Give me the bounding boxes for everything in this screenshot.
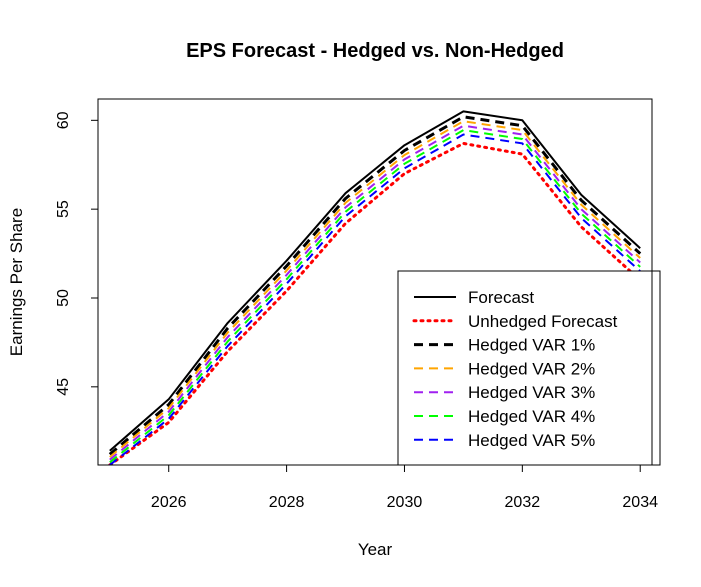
x-tick-label: 2034 (622, 494, 658, 511)
chart-title: EPS Forecast - Hedged vs. Non-Hedged (186, 40, 564, 62)
series-line-4 (109, 124, 641, 461)
y-tick-label: 45 (55, 378, 72, 396)
series-line-2 (108, 115, 642, 456)
series-line-1 (108, 141, 642, 465)
x-axis-label: Year (358, 540, 393, 559)
y-axis-label: Earnings Per Share (7, 208, 26, 356)
legend-label: Hedged VAR 1% (468, 336, 595, 355)
legend-label: Forecast (468, 288, 534, 307)
legend-label: Hedged VAR 2% (468, 359, 595, 378)
series-line-5 (109, 129, 641, 464)
legend: Forecast Unhedged Forecast Hedged VAR 1% He… (397, 270, 661, 466)
legend-label: Hedged VAR 5% (468, 431, 595, 450)
y-tick-label: 50 (55, 289, 72, 307)
y-tick-label: 60 (55, 111, 72, 129)
x-tick-label: 2026 (151, 494, 187, 511)
legend-label: Hedged VAR 4% (468, 407, 595, 426)
plot-frame (97, 98, 653, 466)
x-tick-label: 2030 (387, 494, 423, 511)
x-tick-label: 2032 (505, 494, 541, 511)
series-line-3 (109, 120, 641, 458)
legend-label: Hedged VAR 3% (468, 383, 595, 402)
x-tick-label: 2028 (269, 494, 305, 511)
y-tick-label: 55 (55, 200, 72, 218)
legend-box (397, 270, 661, 466)
series-line-6 (109, 133, 641, 465)
legend-label: Unhedged Forecast (468, 312, 618, 331)
y-axis: 45 50 55 60 (55, 111, 98, 396)
x-axis: 2026 2028 2030 2032 2034 (151, 465, 658, 511)
series-line-0 (109, 110, 641, 452)
series-layer (108, 110, 642, 465)
